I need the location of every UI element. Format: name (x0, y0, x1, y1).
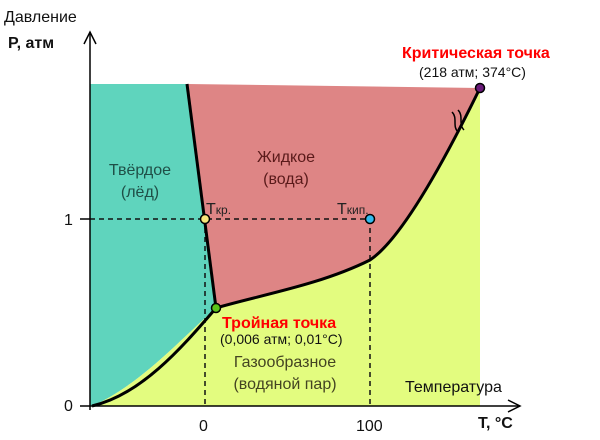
boiling-point-marker (364, 213, 376, 225)
critical-point-label: Критическая точка (402, 45, 550, 62)
gas-region (92, 88, 480, 406)
solid-region (90, 84, 216, 406)
critical-point-values: (218 атм; 374°C) (419, 64, 526, 80)
x-tick-0: 0 (199, 418, 208, 435)
axis-break-icon (451, 109, 465, 133)
y-tick-1: 1 (64, 212, 73, 229)
triple-point-values: (0,006 атм; 0,01°C) (220, 331, 343, 347)
y-axis-label: P, атм (8, 35, 54, 52)
solid-label: Твёрдое (109, 162, 171, 179)
gas-sublabel: (водяной пар) (233, 376, 336, 393)
solid-sublabel: (лёд) (121, 184, 159, 201)
critical-point-marker (474, 82, 486, 94)
phase-boundaries (91, 83, 482, 408)
triple-point-label: Тройная точка (222, 315, 336, 332)
guide-lines (90, 218, 371, 406)
liquid-label: Жидкое (257, 149, 315, 166)
liquid-sublabel: (вода) (263, 171, 309, 188)
melting-point-label: Tкр. (206, 201, 231, 218)
x-axis-label: T, °C (478, 415, 513, 432)
y-tick-0: 0 (64, 398, 73, 415)
axes (80, 30, 522, 413)
gas-label: Газообразное (234, 354, 336, 371)
liquid-region (187, 84, 480, 308)
y-axis-word: Давление (4, 9, 77, 26)
x-tick-100: 100 (356, 418, 383, 435)
triple-point-marker (210, 302, 222, 314)
boiling-point-label: Tкип. (337, 201, 369, 218)
melting-point-marker (199, 213, 211, 225)
x-axis-word: Температура (405, 379, 502, 396)
